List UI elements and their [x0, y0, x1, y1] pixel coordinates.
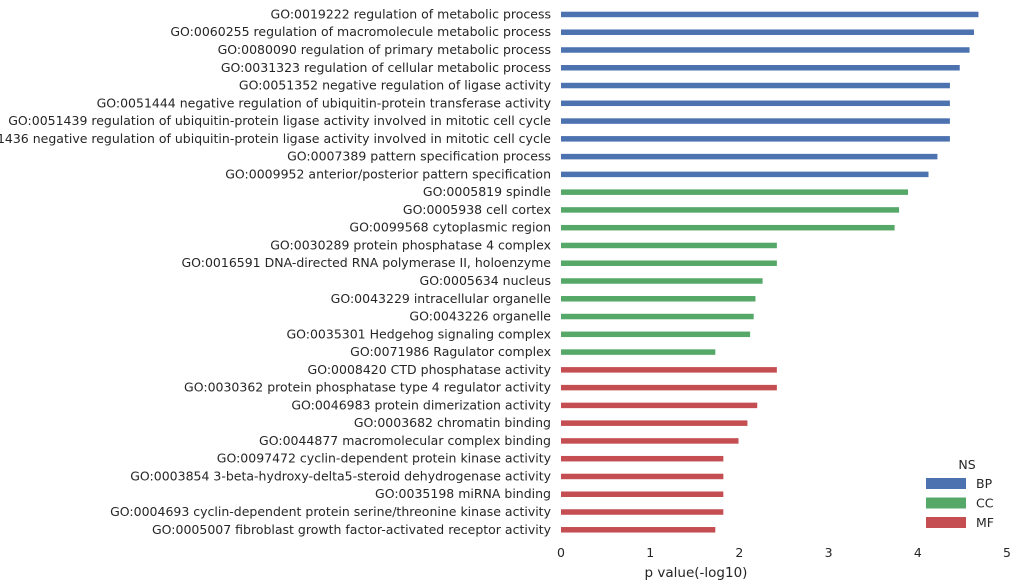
bar-go-0009952: [561, 171, 929, 178]
category-label-go-0005634: GO:0005634 nucleus: [420, 273, 551, 288]
category-label-go-0007389: GO:0007389 pattern specification process: [287, 149, 551, 164]
x-tick-label-3: 3: [825, 545, 833, 560]
bar-go-0071986: [561, 349, 716, 355]
category-label-go-0009952: GO:0009952 anterior/posterior pattern sp…: [225, 166, 551, 181]
category-label-go-0099568: GO:0099568 cytoplasmic region: [349, 220, 551, 235]
bar-go-0043226: [561, 313, 754, 320]
bar-go-0030289: [561, 242, 777, 249]
bar-go-0051439: [561, 118, 950, 124]
bar-go-0099568: [561, 224, 895, 231]
category-labels-group: GO:0019222 regulation of metabolic proce…: [0, 6, 552, 536]
category-label-go-0071986: GO:0071986 Ragulator complex: [350, 344, 551, 359]
category-label-go-0051352: GO:0051352 negative regulation of ligase…: [239, 78, 552, 93]
category-label-go-0005938: GO:0005938 cell cortex: [403, 202, 551, 217]
x-tick-label-4: 4: [914, 545, 922, 560]
category-label-go-0035301: GO:0035301 Hedgehog signaling complex: [286, 326, 551, 341]
category-label-go-0031323: GO:0031323 regulation of cellular metabo…: [221, 60, 551, 75]
category-label-go-0051436: GO:0051436 negative regulation of ubiqui…: [0, 131, 551, 146]
category-label-go-0051439: GO:0051439 regulation of ubiquitin-prote…: [8, 113, 551, 128]
bar-go-0051352: [561, 82, 950, 89]
category-label-go-0035198: GO:0035198 miRNA binding: [375, 486, 551, 501]
category-label-go-0097472: GO:0097472 cyclin-dependent protein kina…: [217, 451, 552, 466]
category-label-go-0008420: GO:0008420 CTD phosphatase activity: [308, 362, 552, 377]
category-label-go-0003682: GO:0003682 chromatin binding: [354, 415, 551, 430]
bar-go-0008420: [561, 367, 777, 373]
x-axis-ticks-group: 0 1 2 3 4 5: [557, 545, 1011, 560]
bar-go-0046983: [561, 402, 758, 409]
category-label-go-0051444: GO:0051444 negative regulation of ubiqui…: [97, 95, 552, 110]
bar-go-0005007: [561, 527, 716, 533]
legend-title: NS: [958, 457, 975, 472]
category-label-go-0005007: GO:0005007 fibroblast growth factor-acti…: [152, 522, 552, 537]
bar-go-0044877: [561, 438, 739, 444]
category-label-go-0004693: GO:0004693 cyclin-dependent protein seri…: [110, 504, 551, 519]
bar-go-0080090: [561, 47, 970, 53]
legend-swatch-mf: [926, 517, 966, 528]
category-label-go-0030362: GO:0030362 protein phosphatase type 4 re…: [184, 380, 552, 395]
bar-go-0030362: [561, 384, 777, 391]
bar-go-0019222: [561, 11, 979, 18]
category-label-go-0060255: GO:0060255 regulation of macromolecule m…: [170, 24, 551, 39]
category-label-go-0019222: GO:0019222 regulation of metabolic proce…: [271, 6, 551, 21]
bars-group: [561, 11, 979, 533]
x-tick-label-2: 2: [735, 545, 743, 560]
category-label-go-0043226: GO:0043226 organelle: [409, 309, 551, 324]
x-tick-label-5: 5: [1003, 545, 1011, 560]
bar-go-0005819: [561, 189, 908, 195]
bar-go-0051436: [561, 136, 950, 142]
bar-go-0043229: [561, 296, 756, 302]
legend-entries: BP CC MF: [926, 476, 994, 530]
bar-go-0035301: [561, 331, 751, 338]
bar-go-0007389: [561, 153, 938, 160]
x-tick-label-1: 1: [646, 545, 654, 560]
bar-go-0004693: [561, 509, 724, 515]
category-label-go-0030289: GO:0030289 protein phosphatase 4 complex: [270, 237, 551, 252]
category-label-go-0080090: GO:0080090 regulation of primary metabol…: [218, 42, 551, 57]
bar-go-0003854: [561, 473, 724, 480]
category-label-go-0003854: GO:0003854 3-beta-hydroxy-delta5-steroid…: [130, 468, 551, 483]
category-label-go-0046983: GO:0046983 protein dimerization activity: [291, 397, 551, 412]
category-label-go-0005819: GO:0005819 spindle: [423, 184, 551, 199]
category-label-go-0016591: GO:0016591 DNA-directed RNA polymerase I…: [181, 255, 551, 270]
bar-go-0051444: [561, 100, 950, 107]
legend-swatch-bp: [926, 478, 966, 489]
legend-label-cc: CC: [976, 496, 994, 511]
bar-go-0016591: [561, 260, 777, 266]
bar-go-0003682: [561, 420, 748, 426]
legend: NS BP CC MF: [926, 457, 994, 530]
legend-label-mf: MF: [976, 515, 994, 530]
bar-go-0005634: [561, 278, 763, 284]
x-tick-label-0: 0: [557, 545, 565, 560]
bar-go-0035198: [561, 491, 724, 497]
bar-go-0031323: [561, 65, 960, 71]
bar-go-0097472: [561, 455, 724, 462]
legend-label-bp: BP: [976, 476, 993, 491]
category-label-go-0043229: GO:0043229 intracellular organelle: [331, 291, 552, 306]
bar-go-0005938: [561, 207, 900, 213]
category-label-go-0044877: GO:0044877 macromolecular complex bindin…: [259, 433, 551, 448]
legend-swatch-cc: [926, 497, 966, 509]
x-axis-label: p value(-log10): [645, 565, 748, 581]
bar-go-0060255: [561, 29, 974, 35]
